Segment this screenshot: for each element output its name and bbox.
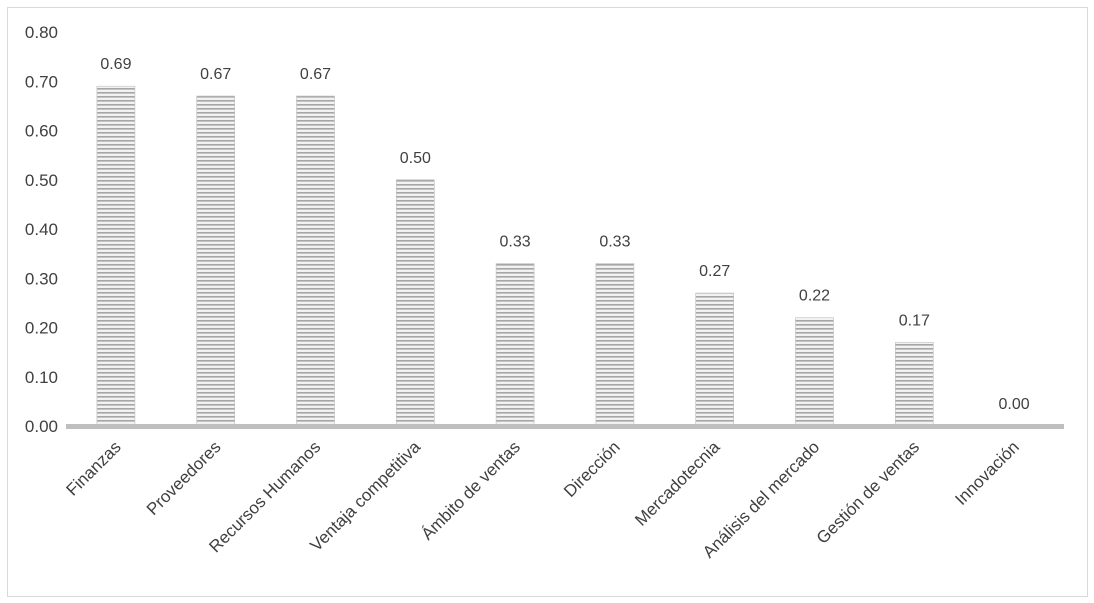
bar	[296, 95, 335, 427]
bar	[395, 179, 435, 427]
data-label: 0.27	[699, 263, 730, 280]
data-label: 0.33	[599, 233, 630, 250]
x-axis-line	[66, 424, 1064, 429]
data-label: 0.50	[400, 150, 431, 167]
category-label: Ámbito de ventas	[418, 437, 524, 543]
category-label: Proveedores	[143, 437, 225, 519]
category-label: Mercadotecnia	[631, 437, 724, 530]
category-label: Dirección	[560, 437, 624, 501]
y-tick-label: 0.50	[25, 171, 58, 190]
category-label: Finanzas	[63, 437, 125, 499]
data-label: 0.69	[100, 56, 131, 73]
data-label: 0.67	[300, 66, 331, 83]
data-label: 0.00	[999, 396, 1030, 413]
y-axis-ticks: 0.00 0.10 0.20 0.30 0.40 0.50 0.60 0.70 0.80	[25, 23, 58, 436]
data-label: 0.22	[799, 288, 830, 305]
y-tick-label: 0.60	[25, 122, 58, 141]
bar	[196, 95, 235, 427]
y-tick-label: 0.70	[25, 72, 58, 91]
category-label: Innovación	[951, 437, 1023, 509]
category-label: Recursos Humanos	[205, 437, 324, 556]
bar	[495, 263, 535, 427]
y-tick-label: 0.40	[25, 220, 58, 239]
y-tick-label: 0.00	[25, 417, 58, 436]
y-tick-label: 0.30	[25, 269, 58, 288]
bars-group	[96, 85, 934, 427]
y-tick-label: 0.20	[25, 319, 58, 338]
bar	[795, 317, 834, 427]
data-label: 0.33	[500, 233, 531, 250]
bar	[96, 85, 136, 427]
bar	[894, 341, 934, 427]
bar	[595, 263, 635, 427]
bar	[695, 292, 735, 427]
data-label: 0.17	[899, 312, 930, 329]
category-label: Ventaja competitiva	[306, 437, 424, 555]
data-labels-group: 0.69 0.67 0.67 0.50 0.33 0.33 0.27 0.22 0.17 0.00	[100, 56, 1029, 413]
y-tick-label: 0.10	[25, 368, 58, 387]
y-tick-label: 0.80	[25, 23, 58, 42]
category-label: Gestión de ventas	[813, 437, 923, 547]
data-label: 0.67	[200, 66, 231, 83]
chart-frame	[7, 7, 1088, 597]
